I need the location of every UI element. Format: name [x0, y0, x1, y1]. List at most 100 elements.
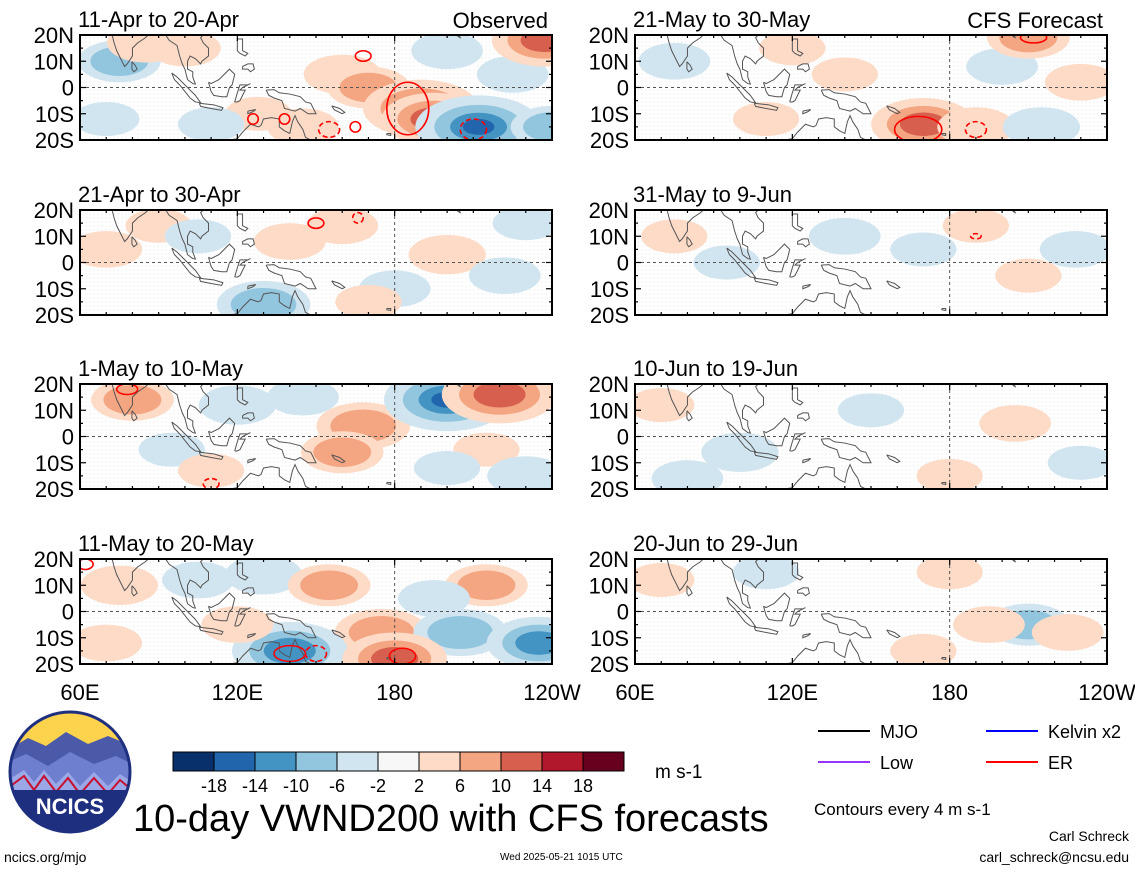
anomaly-blob [80, 565, 158, 605]
anomaly-blob [701, 432, 779, 472]
coastline [820, 613, 872, 639]
legend-label: Kelvin x2 [1048, 722, 1121, 742]
anomaly-blob [890, 633, 957, 664]
anomaly-blob [916, 559, 983, 590]
coastline [131, 585, 138, 597]
coastline [234, 258, 251, 278]
coastlines [666, 210, 1017, 315]
y-tick-label: 10N [34, 49, 74, 74]
anomaly-blob [177, 107, 245, 140]
contour-er [351, 211, 365, 224]
coastline [331, 454, 346, 464]
anomaly-blob [224, 559, 303, 595]
coastlines [666, 559, 1017, 664]
anomaly-blob [942, 210, 1010, 243]
coastline [726, 596, 757, 628]
y-tick-label: 0 [62, 251, 74, 276]
coastline [666, 559, 704, 592]
coastline [171, 421, 202, 453]
anomaly-blob [520, 35, 552, 53]
coastline [753, 451, 779, 460]
coastline [686, 236, 693, 248]
coastline [198, 102, 224, 111]
anomaly-blob [306, 210, 379, 245]
coastline [763, 592, 791, 622]
y-tick-label: 0 [617, 425, 629, 450]
ticks [634, 34, 1108, 141]
anomaly-blob [408, 234, 486, 275]
anomaly-blob [1031, 614, 1104, 651]
anomaly-field [80, 559, 552, 664]
anomaly-blob [732, 101, 800, 137]
panel-title: 21-Apr to 30-Apr [78, 182, 241, 207]
contour-er [278, 112, 291, 126]
coastline [165, 384, 209, 434]
y-tick-label: 10S [35, 102, 74, 127]
panel-5: 21-May to 30-May CFS Forecast 20N10N010S20… [589, 7, 1108, 153]
anomaly-blob [837, 393, 905, 428]
y-tick-label: 10S [35, 277, 74, 302]
anomaly-blob [635, 562, 695, 598]
contour-er [202, 477, 220, 489]
anomaly-blob [411, 35, 483, 70]
coastline [198, 626, 224, 635]
coastline [234, 83, 251, 103]
contour-er [349, 120, 362, 133]
coastline [331, 105, 346, 115]
coastline [236, 562, 249, 581]
coastline [886, 280, 901, 290]
y-tick-label: 20N [589, 198, 629, 223]
anomaly-blob [230, 287, 297, 315]
contour-er [1019, 35, 1048, 44]
y-tick-label: 10S [590, 451, 629, 476]
coastline [797, 63, 810, 73]
coastline [265, 438, 317, 464]
panel-title: 11-May to 20-May [78, 531, 254, 556]
coastline [791, 387, 804, 406]
y-tick-label: 10N [34, 573, 74, 598]
coastline [789, 607, 806, 627]
coastlines [111, 210, 462, 315]
coastline [941, 132, 947, 137]
wave-contours [307, 211, 365, 230]
colorbar-swatch [172, 751, 215, 772]
coastline [802, 458, 812, 464]
coastline [111, 210, 149, 243]
y-tick-label: 20N [34, 372, 74, 397]
wave-contours [247, 49, 488, 140]
anomaly-blob [267, 384, 339, 416]
coastline [802, 633, 812, 639]
y-tick-label: 10N [34, 398, 74, 423]
coastline [820, 89, 872, 115]
coastline [797, 412, 810, 422]
coastline [666, 210, 704, 243]
colorbar-label: 18 [573, 776, 593, 796]
coastline [247, 458, 257, 464]
contour-er [247, 112, 260, 126]
coastline [165, 559, 209, 609]
site-link[interactable]: ncics.org/mjo [4, 849, 87, 865]
y-tick-label: 20S [590, 303, 629, 328]
author-name: Carl Schreck [1048, 828, 1129, 844]
y-tick-label: 0 [62, 76, 74, 101]
coastline [131, 410, 138, 422]
anomaly-field [80, 35, 552, 140]
contour-er [304, 644, 328, 663]
coastline [797, 587, 810, 597]
x-tick-label: 120E [212, 680, 263, 705]
coastline [886, 629, 901, 639]
author-email[interactable]: carl_schreck@ncsu.edu [979, 849, 1129, 865]
contour-er [115, 384, 139, 396]
ticks [79, 209, 553, 316]
anomaly-blob [492, 210, 552, 241]
panel-title: 21-May to 30-May [633, 7, 810, 32]
coastline [753, 626, 779, 635]
contour-er [317, 120, 341, 139]
anomaly-blob [1002, 107, 1081, 140]
colorbar-label: 6 [455, 776, 465, 796]
anomaly-blob [473, 384, 526, 408]
colorbar-swatch [213, 751, 256, 772]
coastline [753, 277, 779, 286]
